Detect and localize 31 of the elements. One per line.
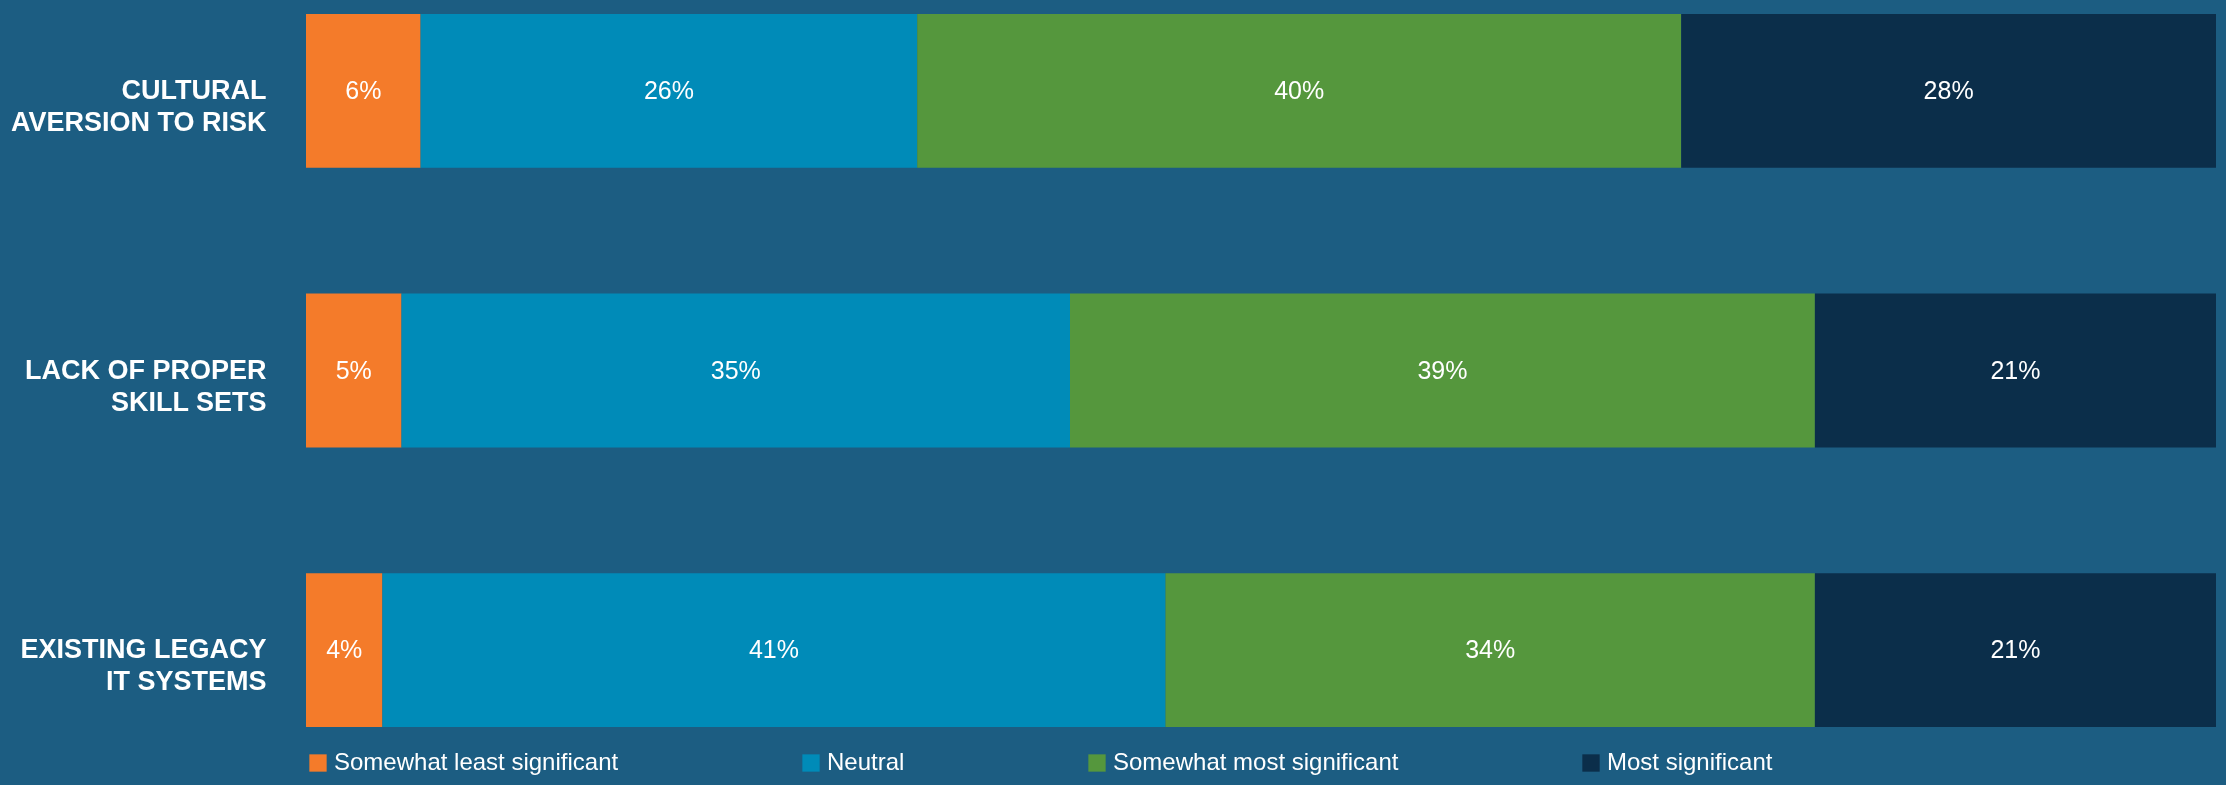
bar [420, 13, 918, 168]
data-label: 34% [1465, 635, 1516, 664]
data-label: 41% [748, 635, 799, 664]
data-label: 39% [1417, 355, 1468, 384]
legend-label: Somewhat least significant [334, 748, 619, 775]
legend-label: Somewhat most significant [1113, 748, 1399, 775]
y-tick-label: EXISTING LEGACY IT SYSTEMS [20, 634, 267, 697]
bar [401, 293, 1070, 448]
y-tick-label: CULTURAL AVERSION TO RISK [10, 74, 267, 137]
bar [306, 573, 383, 728]
data-label: 21% [1990, 355, 2041, 384]
data-label: 4% [326, 635, 363, 664]
bar [1681, 13, 2216, 168]
data-label: 28% [1923, 75, 1974, 104]
bar [917, 13, 1682, 168]
data-label: 35% [710, 355, 761, 384]
bar [1814, 293, 2216, 448]
bar [1814, 573, 2216, 728]
data-label: 5% [335, 355, 372, 384]
bar [306, 13, 421, 168]
bar [1165, 573, 1815, 728]
bar [306, 293, 402, 448]
legend-label: Most significant [1607, 748, 1773, 775]
y-tick-label: LACK OF PROPER SKILL SETS [24, 354, 267, 417]
bar [1070, 293, 1815, 448]
data-label: 6% [345, 75, 382, 104]
legend-label: Neutral [827, 748, 905, 775]
bar [382, 573, 1166, 728]
data-label: 26% [643, 75, 694, 104]
data-label: 21% [1990, 635, 2041, 664]
data-label: 40% [1274, 75, 1325, 104]
